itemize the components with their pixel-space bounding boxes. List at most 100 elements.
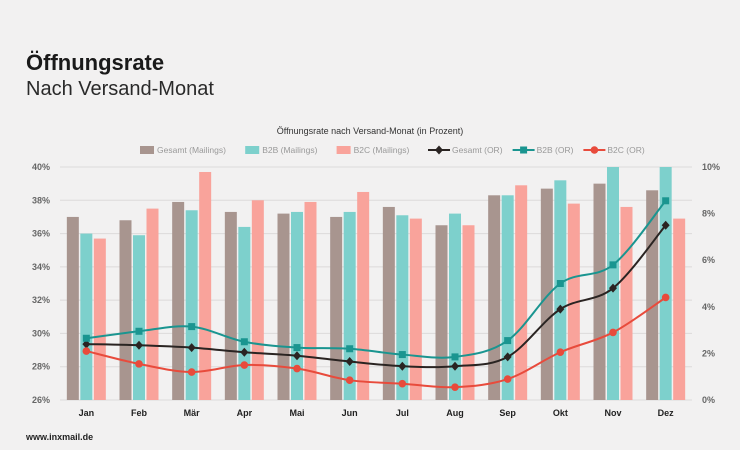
bar-b2c-mailings: [199, 171, 212, 400]
bar-b2c-mailings: [93, 238, 106, 400]
y-left-tick-label: 32%: [32, 295, 50, 305]
bar-b2c-mailings: [620, 206, 633, 400]
point-gesamt-or: [345, 357, 354, 367]
bar-b2c-mailings: [146, 208, 159, 400]
point-gesamt-or: [135, 340, 143, 350]
point-b2b-or: [609, 261, 617, 269]
x-tick-label: Feb: [131, 408, 148, 418]
y-left-tick-label: 36%: [32, 229, 50, 239]
point-b2c-or: [240, 361, 249, 369]
x-tick-label: Jul: [396, 408, 409, 418]
point-b2b-or: [556, 280, 564, 287]
legend-b2c-or-marker: [590, 146, 599, 154]
chart-title: Öffnungsrate nach Versand-Monat (in Proz…: [277, 126, 463, 136]
y-left-tick-label: 38%: [32, 195, 50, 205]
x-tick-label: Mär: [184, 408, 201, 418]
point-gesamt-or: [661, 220, 670, 230]
bar-b2c-mailings: [357, 191, 370, 400]
x-tick-label: Nov: [604, 408, 621, 418]
chart-legend: Gesamt (Mailings) B2B (Mailings) B2C (Mail…: [140, 145, 645, 155]
point-b2b-or: [188, 323, 196, 331]
bar-b2c-mailings: [567, 203, 580, 400]
bar-b2b-mailings: [185, 210, 198, 400]
x-tick-label: Sep: [499, 408, 516, 418]
legend-b2c-mailings-label: B2C (Mailings): [354, 145, 410, 155]
bar-gesamt-mailings: [119, 220, 132, 400]
point-b2b-or: [662, 197, 670, 205]
line-b2c-or: [86, 296, 667, 389]
point-gesamt-or: [398, 361, 407, 371]
bar-b2b-mailings: [238, 226, 251, 400]
x-tick-label: Jan: [79, 408, 95, 418]
point-b2c-or: [398, 379, 407, 388]
y-right-tick-label: 6%: [702, 255, 715, 265]
bar-b2c-mailings: [251, 200, 264, 400]
point-b2b-or: [82, 334, 90, 342]
point-b2c-or: [503, 375, 512, 383]
point-b2b-or: [346, 345, 354, 353]
bar-gesamt-mailings: [330, 216, 343, 400]
point-b2b-or: [135, 327, 143, 335]
bar-b2b-mailings: [449, 213, 461, 400]
legend-gesamt-or-label: Gesamt (OR): [452, 145, 503, 155]
point-b2c-or: [609, 328, 617, 337]
bar-b2b-mailings: [554, 180, 567, 400]
bar-b2b-mailings: [291, 211, 303, 400]
bar-b2b-mailings: [501, 195, 514, 400]
legend-b2c-mailings-swatch: [336, 146, 351, 154]
x-tick-label: Mai: [289, 408, 304, 418]
point-gesamt-or: [503, 352, 512, 362]
bar-b2b-mailings: [343, 211, 356, 400]
page-title: Öffnungsrate: [26, 50, 165, 75]
legend-gesamt-or-marker: [435, 145, 443, 155]
point-gesamt-or: [451, 361, 459, 371]
point-gesamt-or: [82, 339, 91, 349]
bar-b2c-mailings: [515, 185, 528, 400]
y-left-tick-label: 34%: [32, 262, 50, 272]
point-b2c-or: [82, 347, 91, 355]
y-right-tick-label: 4%: [702, 302, 715, 312]
bar-gesamt-mailings: [277, 213, 290, 400]
chart-grid: [60, 166, 692, 401]
legend-b2b-mailings-label: B2B (Mailings): [262, 145, 317, 155]
point-b2b-or: [240, 338, 248, 346]
legend-gesamt-mailings-label: Gesamt (Mailings): [157, 145, 226, 155]
bar-gesamt-mailings: [435, 225, 448, 400]
legend-b2b-mailings-swatch: [245, 146, 260, 154]
bar-gesamt-mailings: [66, 216, 79, 400]
legend-gesamt-mailings-swatch: [140, 146, 154, 154]
bar-b2c-mailings: [462, 225, 475, 400]
x-tick-label: Dez: [658, 408, 675, 418]
legend-b2b-or-marker: [520, 146, 528, 154]
chart-lines: [82, 197, 670, 391]
point-b2c-or: [556, 348, 565, 357]
bar-gesamt-mailings: [593, 183, 606, 400]
x-tick-label: Aug: [446, 408, 464, 418]
y-right-tick-label: 0%: [702, 395, 715, 405]
point-b2b-or: [398, 351, 406, 359]
point-b2b-or: [451, 353, 459, 361]
y-left-tick-label: 26%: [32, 395, 50, 405]
bar-b2b-mailings: [133, 235, 145, 400]
point-b2c-or: [345, 376, 354, 384]
point-gesamt-or: [293, 351, 301, 361]
bar-gesamt-mailings: [540, 188, 553, 400]
bar-b2c-mailings: [304, 201, 317, 400]
x-tick-label: Jun: [342, 408, 358, 418]
point-gesamt-or: [556, 304, 565, 314]
point-gesamt-or: [609, 283, 617, 293]
point-gesamt-or: [187, 343, 196, 353]
point-b2b-or: [293, 344, 301, 352]
chart-axes: 26% 28% 30% 32% 34% 36% 38% 40% 0% 2% 4% 6% 8% 10% Jan…: [32, 162, 720, 418]
y-left-tick-label: 28%: [32, 362, 50, 372]
point-b2c-or: [187, 368, 196, 376]
bar-b2c-mailings: [673, 218, 686, 400]
point-b2c-or: [451, 383, 459, 391]
y-right-tick-label: 2%: [702, 348, 715, 358]
bar-b2b-mailings: [607, 167, 619, 400]
point-gesamt-or: [240, 347, 249, 357]
bar-b2c-mailings: [409, 218, 422, 400]
bar-gesamt-mailings: [224, 211, 237, 400]
bar-gesamt-mailings: [172, 201, 185, 400]
